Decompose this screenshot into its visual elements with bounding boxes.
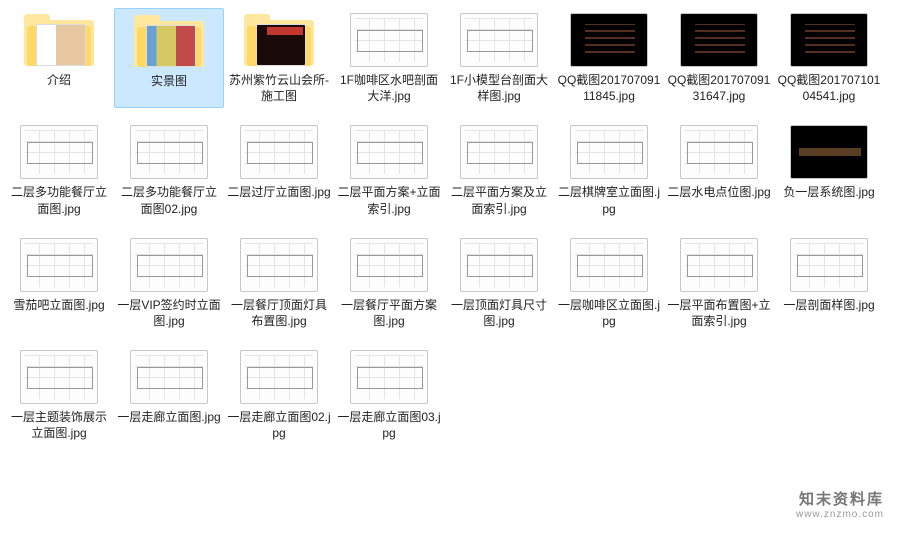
file-item[interactable]: 一层主题装饰展示立面图.jpg xyxy=(4,345,114,445)
file-label: 雪茄吧立面图.jpg xyxy=(13,297,104,313)
file-item[interactable]: 二层多功能餐厅立面图.jpg xyxy=(4,120,114,220)
image-thumbnail-icon xyxy=(459,124,539,180)
watermark: 知末资料库 www.znzmo.com xyxy=(796,488,884,520)
file-label: 一层餐厅顶面灯具布置图.jpg xyxy=(227,297,331,329)
file-item[interactable]: 雪茄吧立面图.jpg xyxy=(4,233,114,333)
image-thumbnail-icon xyxy=(679,12,759,68)
file-label: 介绍 xyxy=(47,72,71,88)
image-thumbnail-icon xyxy=(789,12,869,68)
image-thumbnail-icon xyxy=(239,237,319,293)
file-item[interactable]: 一层走廊立面图02.jpg xyxy=(224,345,334,445)
image-thumbnail-icon xyxy=(459,237,539,293)
file-label: 一层走廊立面图03.jpg xyxy=(337,409,441,441)
image-thumbnail-icon xyxy=(679,237,759,293)
file-label: QQ截图20170709131647.jpg xyxy=(667,72,771,104)
image-thumbnail-icon xyxy=(129,124,209,180)
file-item[interactable]: 二层多功能餐厅立面图02.jpg xyxy=(114,120,224,220)
file-item[interactable]: QQ截图20170709111845.jpg xyxy=(554,8,664,108)
watermark-url: www.znzmo.com xyxy=(796,509,884,520)
file-label: 一层主题装饰展示立面图.jpg xyxy=(7,409,111,441)
file-item[interactable]: 1F小模型台剖面大样图.jpg xyxy=(444,8,554,108)
file-label: 一层咖啡区立面图.jpg xyxy=(557,297,661,329)
image-thumbnail-icon xyxy=(349,124,429,180)
folder-icon xyxy=(19,12,99,68)
file-label: 二层多功能餐厅立面图.jpg xyxy=(7,184,111,216)
folder-icon xyxy=(129,13,209,69)
file-label: 苏州紫竹云山会所-施工图 xyxy=(227,72,331,104)
file-label: 一层走廊立面图.jpg xyxy=(117,409,220,425)
image-thumbnail-icon xyxy=(459,12,539,68)
file-item[interactable]: 二层平面方案+立面索引.jpg xyxy=(334,120,444,220)
folder-icon xyxy=(239,12,319,68)
file-item[interactable]: 苏州紫竹云山会所-施工图 xyxy=(224,8,334,108)
file-item[interactable]: 一层剖面样图.jpg xyxy=(774,233,884,333)
file-item[interactable]: 一层平面布置图+立面索引.jpg xyxy=(664,233,774,333)
file-item[interactable]: 一层餐厅顶面灯具布置图.jpg xyxy=(224,233,334,333)
image-thumbnail-icon xyxy=(129,237,209,293)
file-item[interactable]: 一层VIP签约时立面图.jpg xyxy=(114,233,224,333)
image-thumbnail-icon xyxy=(569,12,649,68)
image-thumbnail-icon xyxy=(239,349,319,405)
file-item[interactable]: 介绍 xyxy=(4,8,114,108)
file-item[interactable]: 二层棋牌室立面图.jpg xyxy=(554,120,664,220)
file-label: 1F小模型台剖面大样图.jpg xyxy=(447,72,551,104)
file-item[interactable]: 一层餐厅平面方案图.jpg xyxy=(334,233,444,333)
file-label: 一层平面布置图+立面索引.jpg xyxy=(667,297,771,329)
file-item[interactable]: 二层平面方案及立面索引.jpg xyxy=(444,120,554,220)
image-thumbnail-icon xyxy=(789,237,869,293)
file-item[interactable]: 一层顶面灯具尺寸图.jpg xyxy=(444,233,554,333)
file-item[interactable]: 一层走廊立面图03.jpg xyxy=(334,345,444,445)
file-item[interactable]: 一层走廊立面图.jpg xyxy=(114,345,224,445)
image-thumbnail-icon xyxy=(19,349,99,405)
file-label: 二层过厅立面图.jpg xyxy=(227,184,330,200)
file-label: QQ截图20170709111845.jpg xyxy=(557,72,661,104)
image-thumbnail-icon xyxy=(239,124,319,180)
file-label: 二层多功能餐厅立面图02.jpg xyxy=(117,184,221,216)
file-grid: 介绍 实景图 苏州紫竹云山会所-施工图1F咖啡区水吧剖面大洋.jpg1F小模型台剖面… xyxy=(0,0,900,462)
file-label: 实景图 xyxy=(151,73,187,89)
image-thumbnail-icon xyxy=(19,124,99,180)
file-label: 一层剖面样图.jpg xyxy=(783,297,874,313)
file-item[interactable]: 负一层系统图.jpg xyxy=(774,120,884,220)
file-label: 一层VIP签约时立面图.jpg xyxy=(117,297,221,329)
image-thumbnail-icon xyxy=(129,349,209,405)
file-item[interactable]: 一层咖啡区立面图.jpg xyxy=(554,233,664,333)
file-item[interactable]: 实景图 xyxy=(114,8,224,108)
file-item[interactable]: QQ截图20170710104541.jpg xyxy=(774,8,884,108)
watermark-title: 知末资料库 xyxy=(796,488,884,509)
file-label: 负一层系统图.jpg xyxy=(783,184,874,200)
image-thumbnail-icon xyxy=(349,12,429,68)
image-thumbnail-icon xyxy=(19,237,99,293)
file-label: QQ截图20170710104541.jpg xyxy=(777,72,881,104)
file-item[interactable]: QQ截图20170709131647.jpg xyxy=(664,8,774,108)
image-thumbnail-icon xyxy=(789,124,869,180)
file-item[interactable]: 1F咖啡区水吧剖面大洋.jpg xyxy=(334,8,444,108)
file-item[interactable]: 二层水电点位图.jpg xyxy=(664,120,774,220)
image-thumbnail-icon xyxy=(349,349,429,405)
file-label: 一层餐厅平面方案图.jpg xyxy=(337,297,441,329)
image-thumbnail-icon xyxy=(679,124,759,180)
image-thumbnail-icon xyxy=(569,237,649,293)
file-label: 1F咖啡区水吧剖面大洋.jpg xyxy=(337,72,441,104)
file-label: 二层平面方案及立面索引.jpg xyxy=(447,184,551,216)
image-thumbnail-icon xyxy=(349,237,429,293)
file-label: 二层平面方案+立面索引.jpg xyxy=(337,184,441,216)
file-label: 二层棋牌室立面图.jpg xyxy=(557,184,661,216)
file-label: 一层走廊立面图02.jpg xyxy=(227,409,331,441)
file-label: 二层水电点位图.jpg xyxy=(667,184,770,200)
image-thumbnail-icon xyxy=(569,124,649,180)
file-label: 一层顶面灯具尺寸图.jpg xyxy=(447,297,551,329)
file-item[interactable]: 二层过厅立面图.jpg xyxy=(224,120,334,220)
